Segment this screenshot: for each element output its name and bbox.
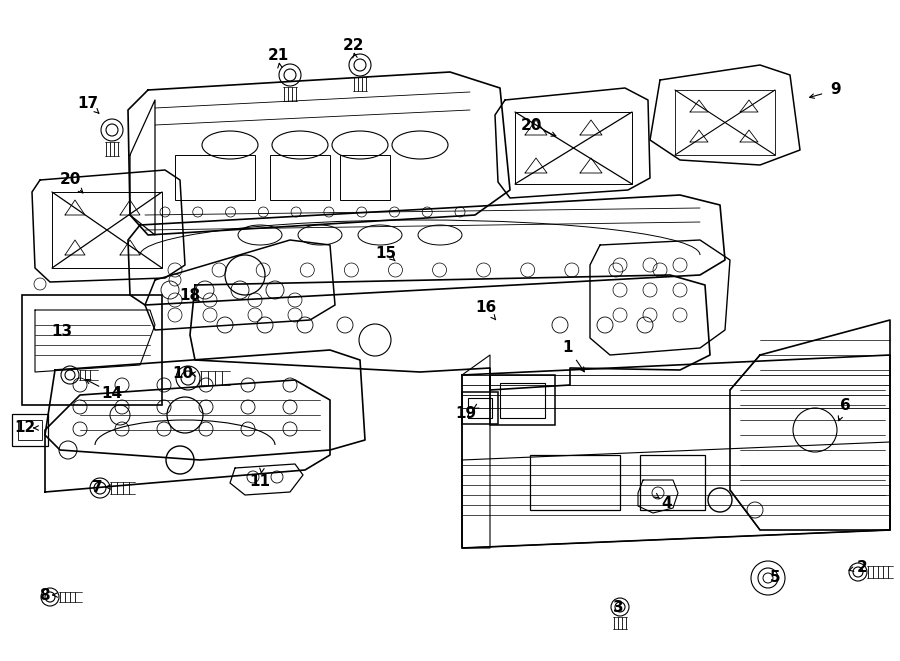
Text: 8: 8 (39, 588, 50, 602)
Text: 2: 2 (857, 559, 868, 574)
Text: 21: 21 (267, 48, 289, 63)
Bar (22, 295, 162, 405)
Bar (675, 90, 775, 155)
Bar (175, 155, 255, 200)
Text: 11: 11 (249, 475, 271, 490)
Bar (515, 112, 632, 184)
Bar (468, 398, 492, 418)
Text: 6: 6 (840, 397, 850, 412)
Bar (18, 420, 42, 440)
Bar (640, 455, 705, 510)
Text: 13: 13 (51, 325, 73, 340)
Bar (462, 392, 498, 424)
Text: 18: 18 (179, 288, 201, 303)
Text: 9: 9 (831, 83, 842, 98)
Bar (530, 455, 620, 510)
Bar (270, 155, 330, 200)
Text: 10: 10 (173, 366, 194, 381)
Bar (500, 383, 545, 418)
Text: 17: 17 (77, 95, 99, 110)
Text: 7: 7 (92, 479, 103, 494)
Text: 12: 12 (14, 420, 36, 436)
Bar (490, 375, 555, 425)
Text: 22: 22 (342, 38, 364, 52)
Text: 4: 4 (662, 496, 672, 512)
Text: 1: 1 (562, 340, 573, 356)
Text: 14: 14 (102, 385, 122, 401)
Text: 15: 15 (375, 245, 397, 260)
Bar (12, 414, 48, 446)
Text: 3: 3 (613, 600, 624, 615)
Bar (52, 192, 162, 268)
Bar (340, 155, 390, 200)
Text: 16: 16 (475, 301, 497, 315)
Text: 5: 5 (770, 570, 780, 584)
Text: 20: 20 (59, 173, 81, 188)
Text: 19: 19 (455, 405, 477, 420)
Text: 20: 20 (520, 118, 542, 132)
